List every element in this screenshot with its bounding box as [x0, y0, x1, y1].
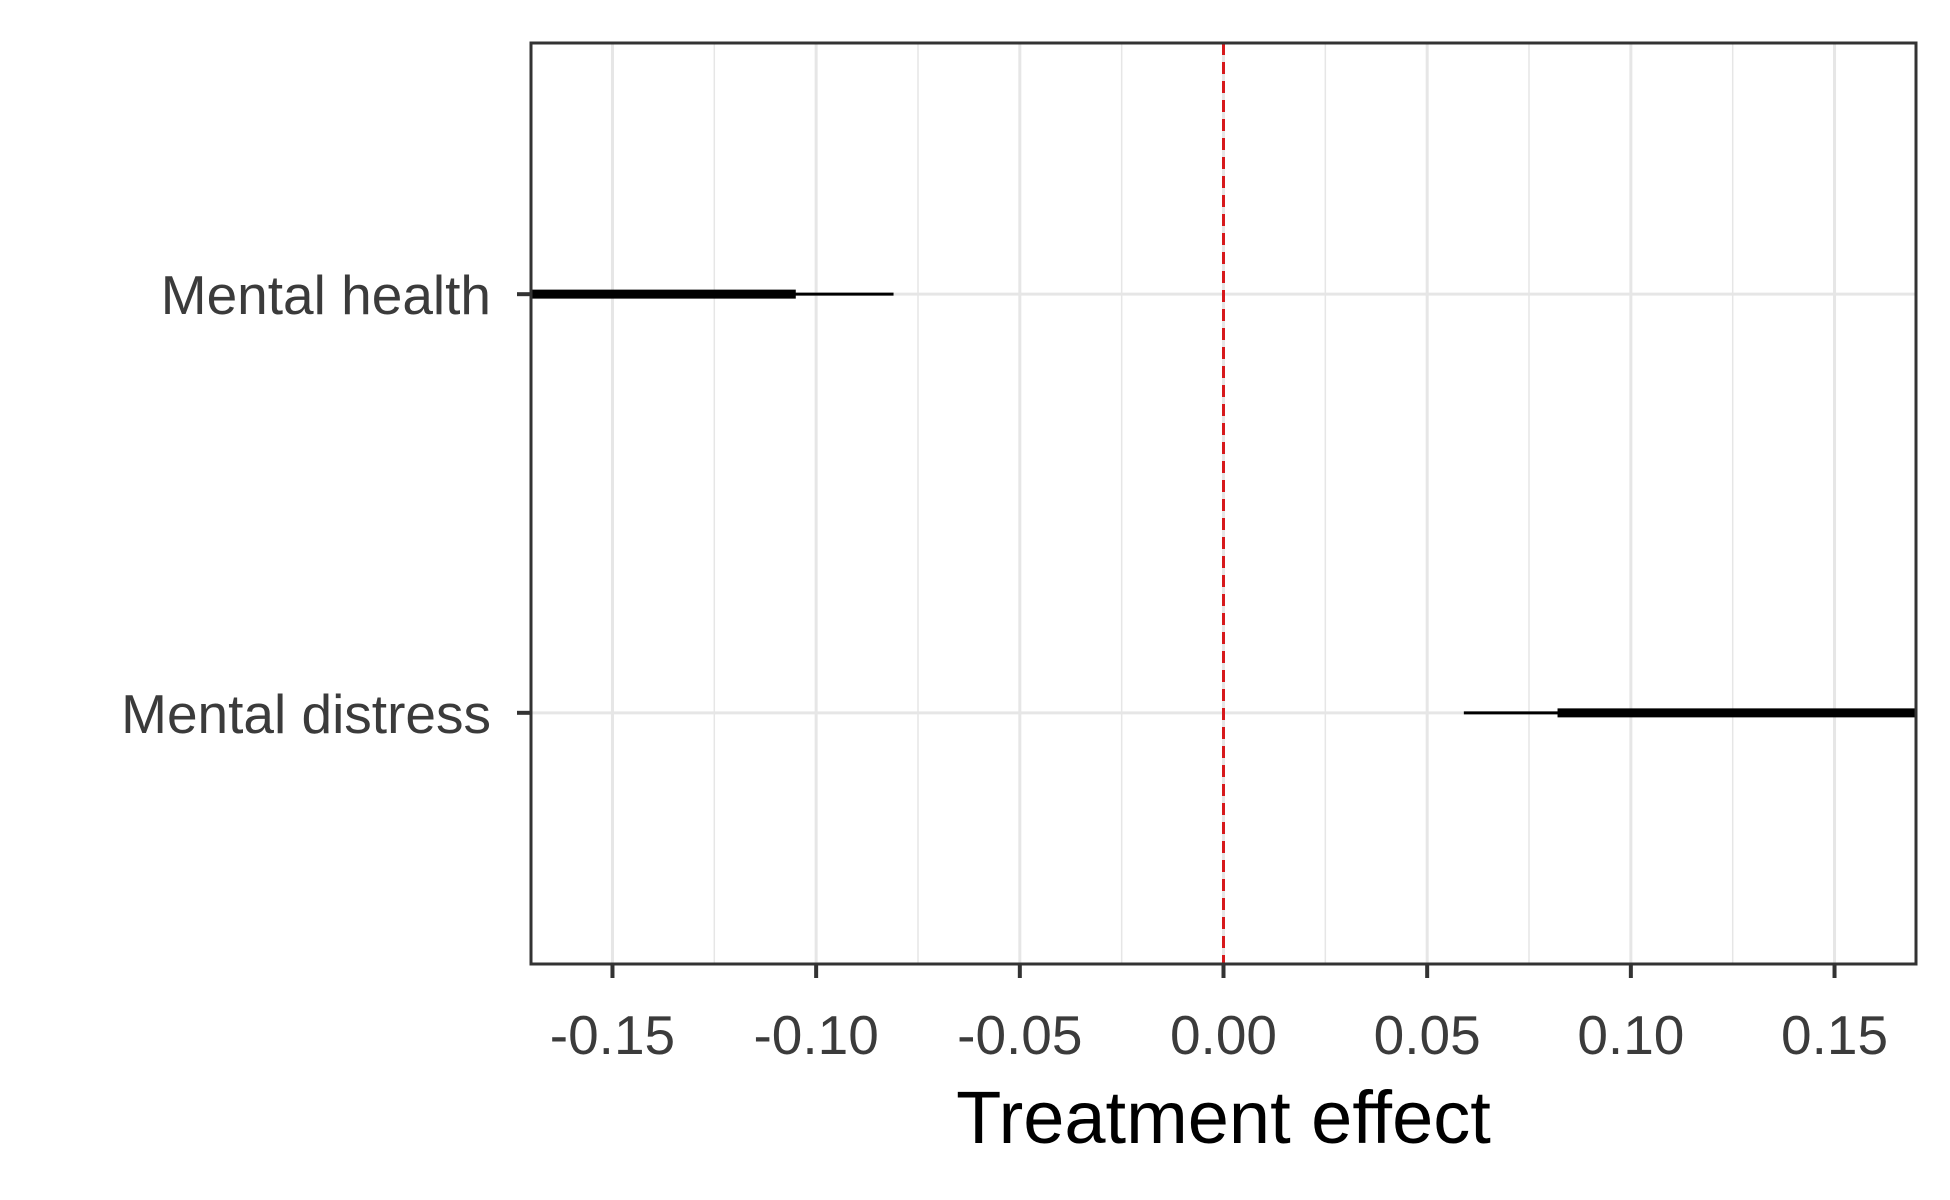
- x-axis-title: Treatment effect: [956, 1076, 1491, 1159]
- x-axis-ticks: -0.15 -0.10 -0.05 0.00 0.05 0.10 0.15: [550, 964, 1888, 1066]
- x-tick-label: 0.00: [1170, 1004, 1277, 1066]
- y-tick-label: Mental distress: [121, 683, 491, 745]
- x-tick-label: -0.10: [753, 1004, 878, 1066]
- y-axis-ticks: Mental health Mental distress: [121, 264, 531, 745]
- x-tick-label: 0.15: [1781, 1004, 1888, 1066]
- x-tick-label: -0.15: [550, 1004, 675, 1066]
- x-tick-label: -0.05: [957, 1004, 1082, 1066]
- x-tick-label: 0.10: [1577, 1004, 1684, 1066]
- minor-gridlines: [713, 43, 1734, 964]
- interval-marks: [531, 289, 1916, 718]
- x-tick-label: 0.05: [1374, 1004, 1481, 1066]
- y-tick-label: Mental health: [161, 264, 491, 326]
